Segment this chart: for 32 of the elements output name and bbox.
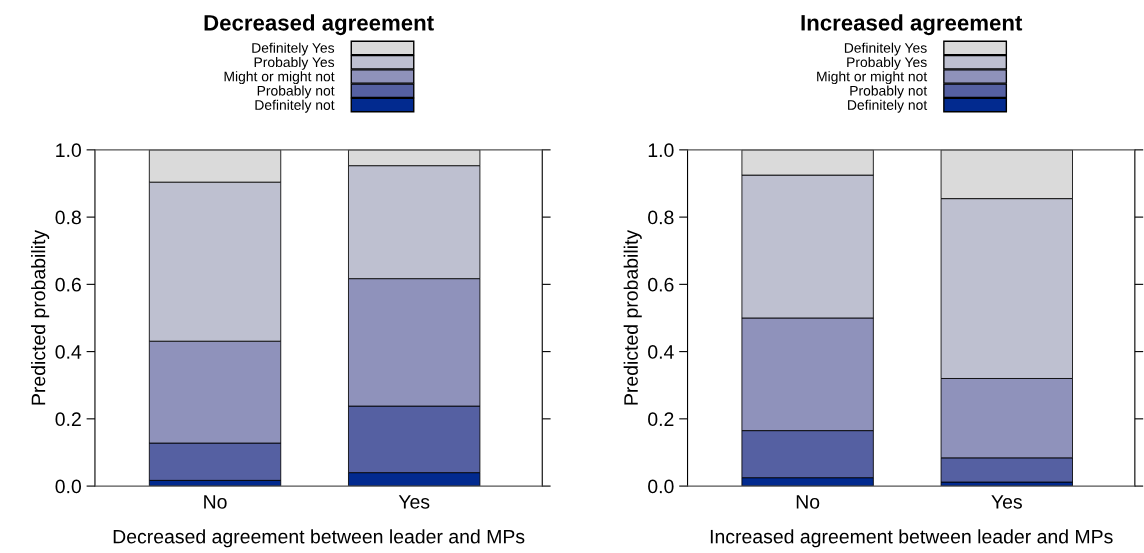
- y-tick-label: 0.0: [648, 479, 674, 494]
- legend-label: Definitely not: [848, 99, 928, 113]
- y-tick-label: 0.4: [55, 345, 82, 359]
- y-tick-label: 0.0: [55, 479, 81, 494]
- legend-label: Definitely Yes: [844, 42, 927, 56]
- y-tick-label: 0.8: [55, 210, 81, 225]
- y-axis-title: Predicted probability: [31, 229, 50, 405]
- legend-label: Probably Yes: [254, 56, 335, 70]
- y-tick-label: 0.2: [648, 412, 674, 427]
- y-tick-label: 0.2: [55, 412, 81, 427]
- chart-title: Increased agreement: [801, 14, 1023, 36]
- y-tick-label: 0.8: [648, 210, 674, 225]
- x-tick-label: No: [796, 495, 820, 509]
- y-tick-label: 0.6: [648, 277, 674, 292]
- y-tick-label: 0.6: [55, 277, 81, 292]
- y-tick-label: 1.0: [648, 143, 674, 158]
- legend-label: Definitely not: [255, 99, 335, 113]
- y-tick-label: 0.4: [648, 345, 674, 359]
- x-tick-label: No: [204, 495, 227, 509]
- y-tick-label: 1.0: [56, 143, 81, 158]
- legend-label: Definitely Yes: [252, 42, 335, 56]
- y-axis-title: Predicted probability: [623, 229, 642, 405]
- chart-title: Decreased agreement: [204, 14, 434, 36]
- x-tick-label: Yes: [991, 495, 1022, 509]
- x-axis-title: Increased agreement between leader and MPs: [710, 529, 1113, 548]
- legend-label: Might or might not: [817, 71, 928, 85]
- x-tick-label: Yes: [398, 495, 430, 509]
- legend-label: Might or might not: [224, 71, 335, 85]
- legend-label: Probably not: [850, 85, 928, 99]
- x-axis-title: Decreased agreement between leader and MPs: [113, 529, 525, 548]
- legend-label: Probably Yes: [847, 56, 927, 70]
- legend-label: Probably not: [257, 85, 335, 99]
